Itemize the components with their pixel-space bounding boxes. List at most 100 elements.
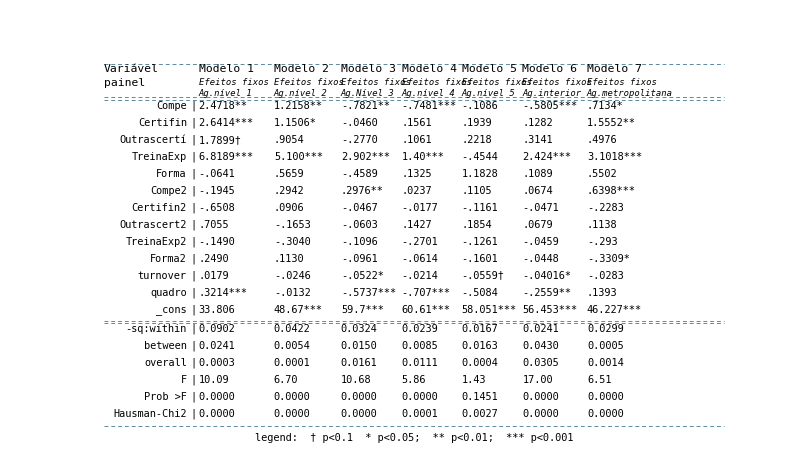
Text: 0.0001: 0.0001 — [274, 358, 310, 368]
Text: 0.0000: 0.0000 — [274, 409, 310, 419]
Text: 5.100***: 5.100*** — [274, 152, 323, 162]
Text: 48.67***: 48.67*** — [274, 305, 323, 314]
Text: 33.806: 33.806 — [199, 305, 235, 314]
Text: turnover: turnover — [138, 271, 187, 280]
Text: 0.0241: 0.0241 — [199, 341, 235, 351]
Text: quadro: quadro — [150, 288, 187, 297]
Text: 1.40***: 1.40*** — [402, 152, 444, 162]
Text: 5.86: 5.86 — [402, 375, 426, 385]
Text: Efeitos fixos: Efeitos fixos — [199, 78, 268, 87]
Text: -.1601: -.1601 — [461, 254, 499, 263]
Text: 1.5552**: 1.5552** — [587, 118, 636, 128]
Text: 10.68: 10.68 — [341, 375, 372, 385]
Text: -.0448: -.0448 — [523, 254, 559, 263]
Text: 6.70: 6.70 — [274, 375, 298, 385]
Text: 0.0000: 0.0000 — [199, 409, 235, 419]
Text: 3.1018***: 3.1018*** — [587, 152, 642, 162]
Text: .1138: .1138 — [587, 220, 617, 230]
Text: -.1261: -.1261 — [461, 237, 499, 246]
Text: 0.0004: 0.0004 — [461, 358, 499, 368]
Text: .0179: .0179 — [199, 271, 229, 280]
Text: .0674: .0674 — [523, 186, 553, 196]
Text: |: | — [190, 236, 196, 247]
Text: .1282: .1282 — [523, 118, 553, 128]
Text: -.7821**: -.7821** — [341, 101, 389, 111]
Text: Forma: Forma — [156, 169, 187, 179]
Text: 0.0305: 0.0305 — [523, 358, 559, 368]
Text: 1.7899†: 1.7899† — [199, 135, 242, 145]
Text: Efeitos fixos: Efeitos fixos — [523, 78, 592, 87]
Text: .3214***: .3214*** — [199, 288, 248, 297]
Text: -.0132: -.0132 — [274, 288, 310, 297]
Text: Certifin: Certifin — [138, 118, 187, 128]
Text: -.0522*: -.0522* — [341, 271, 384, 280]
Text: Compe: Compe — [156, 101, 187, 111]
Text: -.3309*: -.3309* — [587, 254, 629, 263]
Text: 2.4718**: 2.4718** — [199, 101, 248, 111]
Text: .6398***: .6398*** — [587, 186, 636, 196]
Text: 6.8189***: 6.8189*** — [199, 152, 254, 162]
Text: 58.051***: 58.051*** — [461, 305, 517, 314]
Text: _cons: _cons — [156, 305, 187, 314]
Text: -.2701: -.2701 — [402, 237, 438, 246]
Text: -.4589: -.4589 — [341, 169, 377, 179]
Text: |: | — [190, 118, 196, 128]
Text: Modelo 3: Modelo 3 — [341, 64, 396, 74]
Text: Ag.nível 4: Ag.nível 4 — [402, 89, 456, 98]
Text: |: | — [190, 287, 196, 298]
Text: 0.0000: 0.0000 — [523, 392, 559, 402]
Text: -.1086: -.1086 — [461, 101, 499, 111]
Text: Modelo 5: Modelo 5 — [461, 64, 516, 74]
Text: .0679: .0679 — [523, 220, 553, 230]
Text: Ag.metropolitana: Ag.metropolitana — [587, 89, 673, 98]
Text: Outrascertí: Outrascertí — [120, 135, 187, 145]
Text: -.0467: -.0467 — [341, 203, 377, 213]
Text: between: between — [144, 341, 187, 351]
Text: .2490: .2490 — [199, 254, 229, 263]
Text: 60.61***: 60.61*** — [402, 305, 451, 314]
Text: -.2770: -.2770 — [341, 135, 377, 145]
Text: Prob >F: Prob >F — [144, 392, 187, 402]
Text: 0.0000: 0.0000 — [587, 409, 624, 419]
Text: 10.09: 10.09 — [199, 375, 229, 385]
Text: .7055: .7055 — [199, 220, 229, 230]
Text: 0.0085: 0.0085 — [402, 341, 438, 351]
Text: Efeitos fixos: Efeitos fixos — [341, 78, 410, 87]
Text: 2.424***: 2.424*** — [523, 152, 571, 162]
Text: 0.0054: 0.0054 — [274, 341, 310, 351]
Text: -.293: -.293 — [587, 237, 617, 246]
Text: F: F — [181, 375, 187, 385]
Text: .1130: .1130 — [274, 254, 305, 263]
Text: -.04016*: -.04016* — [523, 271, 571, 280]
Text: legend:  † p<0.1  * p<0.05;  ** p<0.01;  *** p<0.001: legend: † p<0.1 * p<0.05; ** p<0.01; ***… — [255, 433, 574, 443]
Text: .9054: .9054 — [274, 135, 305, 145]
Text: -.0460: -.0460 — [341, 118, 377, 128]
Text: -.0283: -.0283 — [587, 271, 624, 280]
Text: .1393: .1393 — [587, 288, 617, 297]
Text: |: | — [190, 375, 196, 385]
Text: .1105: .1105 — [461, 186, 492, 196]
Text: Outrascert2: Outrascert2 — [120, 220, 187, 230]
Text: -.1096: -.1096 — [341, 237, 377, 246]
Text: 0.0014: 0.0014 — [587, 358, 624, 368]
Text: 0.0161: 0.0161 — [341, 358, 377, 368]
Text: 17.00: 17.00 — [523, 375, 553, 385]
Text: .5659: .5659 — [274, 169, 305, 179]
Text: Efeitos fixos: Efeitos fixos — [587, 78, 657, 87]
Text: .1089: .1089 — [523, 169, 553, 179]
Text: -sq:within: -sq:within — [125, 324, 187, 334]
Text: 0.0150: 0.0150 — [341, 341, 377, 351]
Text: Modelo 4: Modelo 4 — [402, 64, 457, 74]
Text: Ag.nível 2: Ag.nível 2 — [274, 89, 327, 98]
Text: 0.1451: 0.1451 — [461, 392, 499, 402]
Text: -.0641: -.0641 — [199, 169, 235, 179]
Text: 0.0299: 0.0299 — [587, 324, 624, 334]
Text: -.0614: -.0614 — [402, 254, 438, 263]
Text: Forma2: Forma2 — [150, 254, 187, 263]
Text: 0.0902: 0.0902 — [199, 324, 235, 334]
Text: .0906: .0906 — [274, 203, 305, 213]
Text: 2.6414***: 2.6414*** — [199, 118, 254, 128]
Text: .7134*: .7134* — [587, 101, 624, 111]
Text: painel: painel — [104, 78, 145, 88]
Text: 0.0000: 0.0000 — [274, 392, 310, 402]
